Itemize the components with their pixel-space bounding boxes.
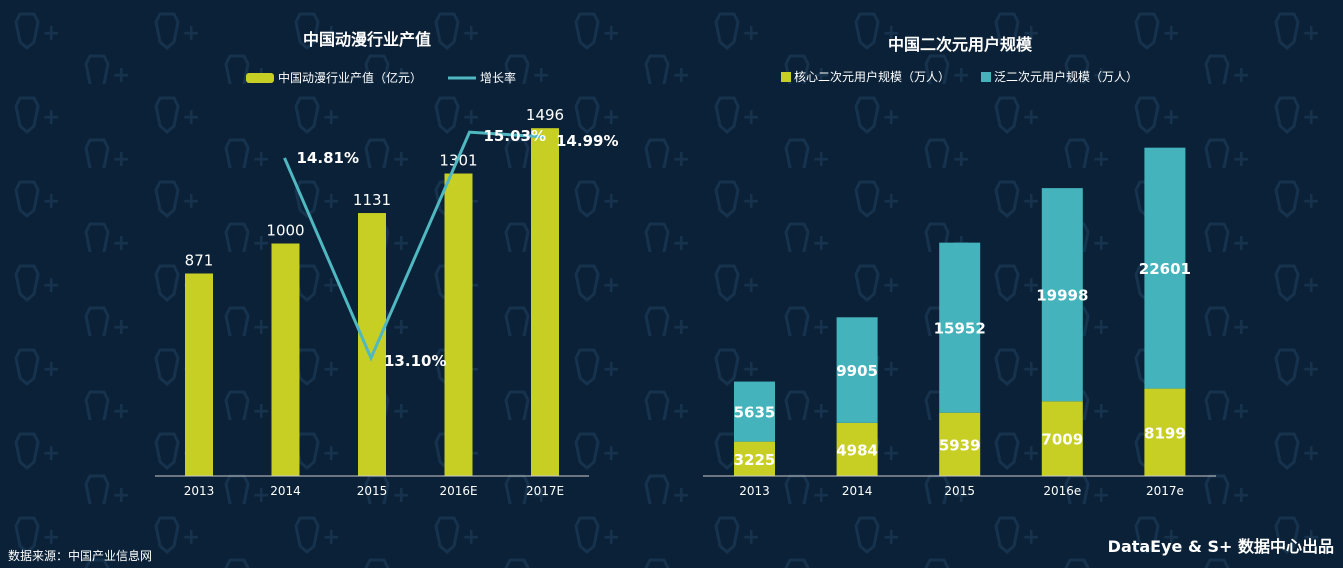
label-broad-2014: 9905 bbox=[836, 362, 878, 380]
data-source-note: 数据来源：中国产业信息网 bbox=[8, 549, 153, 563]
x-tick-2013: 2013 bbox=[184, 484, 215, 498]
bar-output-2015 bbox=[358, 213, 386, 477]
bar-label-2017E: 1496 bbox=[526, 106, 564, 124]
label-core-2017e: 8199 bbox=[1144, 424, 1186, 442]
growth-label-2015: 13.10% bbox=[384, 352, 446, 370]
bar-output-2013 bbox=[185, 273, 213, 476]
label-broad-2013: 5635 bbox=[734, 404, 776, 422]
bar-label-2014: 1000 bbox=[266, 222, 304, 240]
bar-output-2016E bbox=[444, 173, 473, 476]
label-broad-2017e: 22601 bbox=[1139, 260, 1191, 278]
bar-label-2013: 871 bbox=[185, 251, 214, 269]
label-core-2014: 4984 bbox=[836, 441, 878, 459]
bar-broad-2016e bbox=[1041, 188, 1083, 402]
chart2-legend-core-label: 核心二次元用户规模（万人） bbox=[794, 69, 950, 84]
chart1-legend-bar-label: 中国动漫行业产值（亿元） bbox=[278, 70, 422, 85]
chart1-legend: 中国动漫行业产值（亿元） 增长率 bbox=[246, 70, 516, 85]
growth-label-2016E: 15.03% bbox=[484, 127, 546, 145]
bar-broad-2013 bbox=[734, 381, 775, 442]
x-tick-2016e: 2016e bbox=[1043, 484, 1081, 498]
chart1-growth-labels: 14.81% 13.10% 15.03% 14.99% bbox=[297, 127, 619, 370]
bar-core-2014 bbox=[836, 422, 878, 476]
chart1-legend-line-label: 增长率 bbox=[480, 70, 516, 85]
label-core-2015: 5939 bbox=[939, 436, 981, 454]
chart2-x-ticks: 2013 2014 2015 2016e 2017e bbox=[739, 484, 1184, 498]
chart2-legend: 核心二次元用户规模（万人） 泛二次元用户规模（万人） bbox=[781, 69, 1138, 84]
x-tick-2014: 2014 bbox=[842, 484, 873, 498]
chart2-legend-broad-label: 泛二次元用户规模（万人） bbox=[994, 69, 1138, 84]
bar-output-2017E bbox=[531, 128, 559, 476]
growth-label-2014: 14.81% bbox=[297, 149, 359, 167]
growth-rate-line bbox=[283, 130, 545, 362]
label-core-2016e: 7009 bbox=[1041, 431, 1083, 449]
chart-user-scale: 中国二次元用户规模 核心二次元用户规模（万人） 泛二次元用户规模（万人） 322… bbox=[703, 35, 1216, 498]
chart-output-value: 中国动漫行业产值 中国动漫行业产值（亿元） 增长率 87110001131130… bbox=[155, 30, 618, 498]
bar-core-2015 bbox=[939, 412, 981, 476]
chart1-x-ticks: 2013 2014 2015 2016E 2017E bbox=[184, 484, 564, 498]
x-tick-2014: 2014 bbox=[270, 484, 301, 498]
bar-label-2015: 1131 bbox=[353, 191, 391, 209]
bar-core-2017e bbox=[1144, 388, 1186, 476]
x-tick-2013: 2013 bbox=[739, 484, 770, 498]
x-tick-2017E: 2017E bbox=[526, 484, 564, 498]
label-core-2013: 3225 bbox=[734, 451, 776, 469]
chart1-legend-bar-swatch bbox=[246, 73, 274, 83]
x-tick-2015: 2015 bbox=[357, 484, 388, 498]
chart1-growth-line bbox=[283, 130, 545, 362]
brand-credit: DataEye & S+ 数据中心出品 bbox=[1107, 537, 1334, 556]
chart2-title: 中国二次元用户规模 bbox=[888, 35, 1033, 54]
chart2-bars bbox=[734, 147, 1186, 476]
bar-output-2014 bbox=[271, 243, 300, 476]
x-tick-2017e: 2017e bbox=[1146, 484, 1184, 498]
bar-broad-2014 bbox=[836, 317, 878, 423]
label-broad-2015: 15952 bbox=[934, 320, 986, 338]
x-tick-2016E: 2016E bbox=[439, 484, 477, 498]
x-tick-2015: 2015 bbox=[944, 484, 975, 498]
chart2-legend-broad-swatch bbox=[981, 72, 991, 82]
chart2-value-labels: 3225 5635 4984 9905 5939 15952 7009 19998 8199 22… bbox=[734, 260, 1191, 469]
bar-core-2016e bbox=[1041, 401, 1083, 476]
bar-broad-2015 bbox=[939, 242, 981, 413]
bar-core-2013 bbox=[734, 441, 775, 476]
bar-broad-2017e bbox=[1144, 147, 1186, 389]
growth-label-2017E: 14.99% bbox=[556, 132, 618, 150]
chart2-legend-core-swatch bbox=[781, 72, 791, 82]
chart1-title: 中国动漫行业产值 bbox=[303, 30, 431, 49]
chart1-bars bbox=[185, 128, 559, 477]
label-broad-2016e: 19998 bbox=[1036, 287, 1088, 305]
